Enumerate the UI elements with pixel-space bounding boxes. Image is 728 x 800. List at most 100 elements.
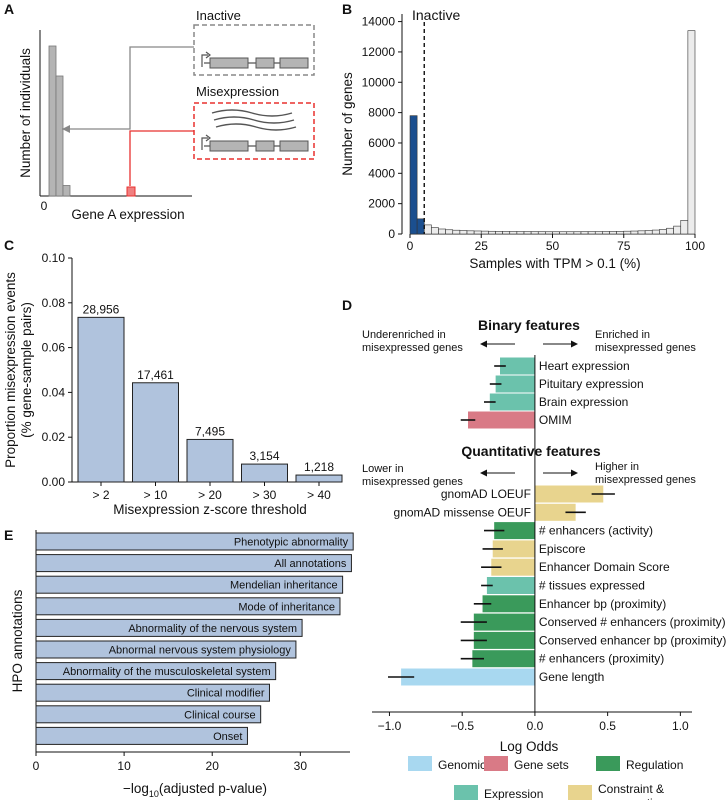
panel-d-x-tick-label: −1.0	[378, 719, 402, 733]
panel-b-bar	[580, 231, 589, 235]
legend-swatch	[568, 785, 592, 800]
feature-label: Conserved enhancer bp (proximity)	[539, 633, 726, 647]
panel-e-bar-label: Abnormality of the nervous system	[128, 623, 297, 635]
panel-e-bar-label: Clinical modifier	[187, 688, 265, 700]
quant-right-note-1: Higher in	[595, 461, 639, 473]
panel-c-x-tick-label: > 40	[307, 488, 331, 502]
legend-label: Gene sets	[514, 758, 569, 772]
feature-bar	[494, 522, 535, 540]
panel-b-bar	[537, 231, 546, 235]
legend-swatch	[408, 756, 432, 771]
panel-b-bar	[616, 231, 625, 235]
panel-b-bar	[637, 230, 646, 235]
feature-bar	[473, 613, 535, 631]
panel-e-bar-label: All annotations	[274, 558, 347, 570]
panel-b-bar	[680, 220, 689, 235]
panel-c-x-tick-label: > 30	[253, 488, 277, 502]
panel-b-bar	[509, 231, 518, 235]
panel-b-bar	[623, 230, 632, 235]
panel-b-bar	[552, 231, 560, 235]
panel-e-bar	[35, 726, 248, 745]
panel-b-bar	[666, 227, 674, 235]
panel-b-bar	[438, 228, 446, 235]
panel-a-zero-tick: 0	[41, 199, 48, 213]
panel-d-x-tick-label: 0.0	[527, 719, 544, 733]
panel-c-x-tick-label: > 2	[92, 488, 109, 502]
inactive-label: Inactive	[196, 8, 241, 23]
panel-label-d: D	[342, 297, 352, 313]
panel-b-bar	[630, 230, 639, 235]
panel-a-x-label: Gene A expression	[71, 207, 184, 222]
feature-bar	[492, 540, 535, 558]
panel-c-bar	[241, 463, 288, 483]
panel-c-bar	[295, 474, 343, 483]
panel-b-bar	[545, 231, 553, 235]
panel-c-bar-chart: 28,956 17,461 7,495 3,154 1,218 > 2 > 10 > 20 >…	[3, 251, 343, 517]
panel-b-bar	[587, 231, 596, 235]
panel-b-bar	[559, 231, 568, 235]
panel-label-a: A	[4, 1, 14, 17]
panel-d-legend: Genomic Gene sets Regulation Expression Cons…	[408, 756, 683, 800]
panel-b-bar	[502, 231, 511, 235]
panel-b-y-tick-label: 6000	[368, 136, 395, 150]
panel-e-bar	[35, 640, 297, 659]
panel-d-log-odds: Binary features Underenriched in misexpr…	[362, 317, 726, 800]
feature-label: # tissues expressed	[539, 579, 645, 593]
feature-label: OMIM	[539, 413, 572, 427]
misexpression-gene-model	[201, 109, 309, 152]
panel-b-bar	[409, 115, 418, 235]
panel-e-bar	[35, 683, 270, 702]
panel-b-bar	[480, 230, 489, 235]
panel-b-bar	[423, 224, 432, 235]
panel-a-bar	[48, 45, 57, 197]
panel-b-x-tick-label: 25	[475, 239, 489, 253]
misexpression-outlier-bar	[126, 186, 136, 197]
feature-bar	[500, 357, 535, 375]
panel-e-bar-chart: Phenotypic abnormality All annotations Men…	[10, 530, 354, 799]
binary-left-note-1: Underenriched in	[362, 329, 446, 341]
binary-direction-arrows	[480, 340, 578, 348]
panel-b-bar	[466, 230, 475, 235]
panel-c-y-tick-label: 0.02	[42, 430, 66, 444]
panel-b-bar	[459, 230, 468, 235]
panel-c-x-tick-label: > 20	[198, 488, 222, 502]
binary-left-note-2: misexpressed genes	[362, 342, 463, 354]
panel-e-bar-label: Abnormal nervous system physiology	[109, 645, 292, 657]
panel-b-bar	[673, 225, 682, 235]
panel-b-bar	[473, 230, 482, 235]
panel-e-x-tick-label: 0	[33, 759, 40, 773]
panel-b-bar	[488, 230, 496, 235]
panel-c-y-tick-label: 0.00	[42, 475, 66, 489]
panel-b-bar	[495, 231, 503, 235]
feature-label: # enhancers (proximity)	[539, 652, 664, 666]
legend-label: Constraint &	[598, 782, 664, 796]
feature-label: Enhancer Domain Score	[539, 560, 670, 574]
panel-b-bar	[651, 229, 660, 235]
feature-bar	[534, 503, 576, 521]
panel-label-b: B	[342, 1, 352, 17]
panel-a-y-label: Number of individuals	[18, 48, 33, 178]
feature-label: # enhancers (activity)	[539, 524, 653, 538]
feature-label: Enhancer bp (proximity)	[539, 597, 666, 611]
panel-label-c: C	[4, 237, 14, 253]
panel-b-inactive-label: Inactive	[412, 7, 460, 23]
panel-b-y-tick-label: 12000	[362, 45, 396, 59]
inactive-gene-model	[201, 51, 309, 69]
feature-bar	[486, 577, 535, 594]
panel-b-bar	[644, 230, 653, 235]
panel-e-x-tick-label: 30	[294, 759, 308, 773]
panel-a-bar	[62, 185, 71, 197]
binary-right-note-2: misexpressed genes	[595, 342, 696, 354]
panel-b-y-tick-label: 0	[388, 227, 395, 241]
panel-e-bar-label: Phenotypic abnormality	[234, 537, 349, 549]
feature-bar	[473, 631, 535, 649]
panel-e-bar-label: Mode of inheritance	[238, 601, 335, 613]
panel-b-x-tick-label: 100	[685, 239, 705, 253]
quantitative-features-title: Quantitative features	[461, 443, 600, 459]
panel-e-bar	[35, 618, 303, 637]
feature-label: Pituitary expression	[539, 377, 644, 391]
panel-d-x-tick-label: 0.5	[599, 719, 616, 733]
panel-b-bar	[431, 227, 439, 235]
panel-b-bar	[452, 229, 461, 235]
